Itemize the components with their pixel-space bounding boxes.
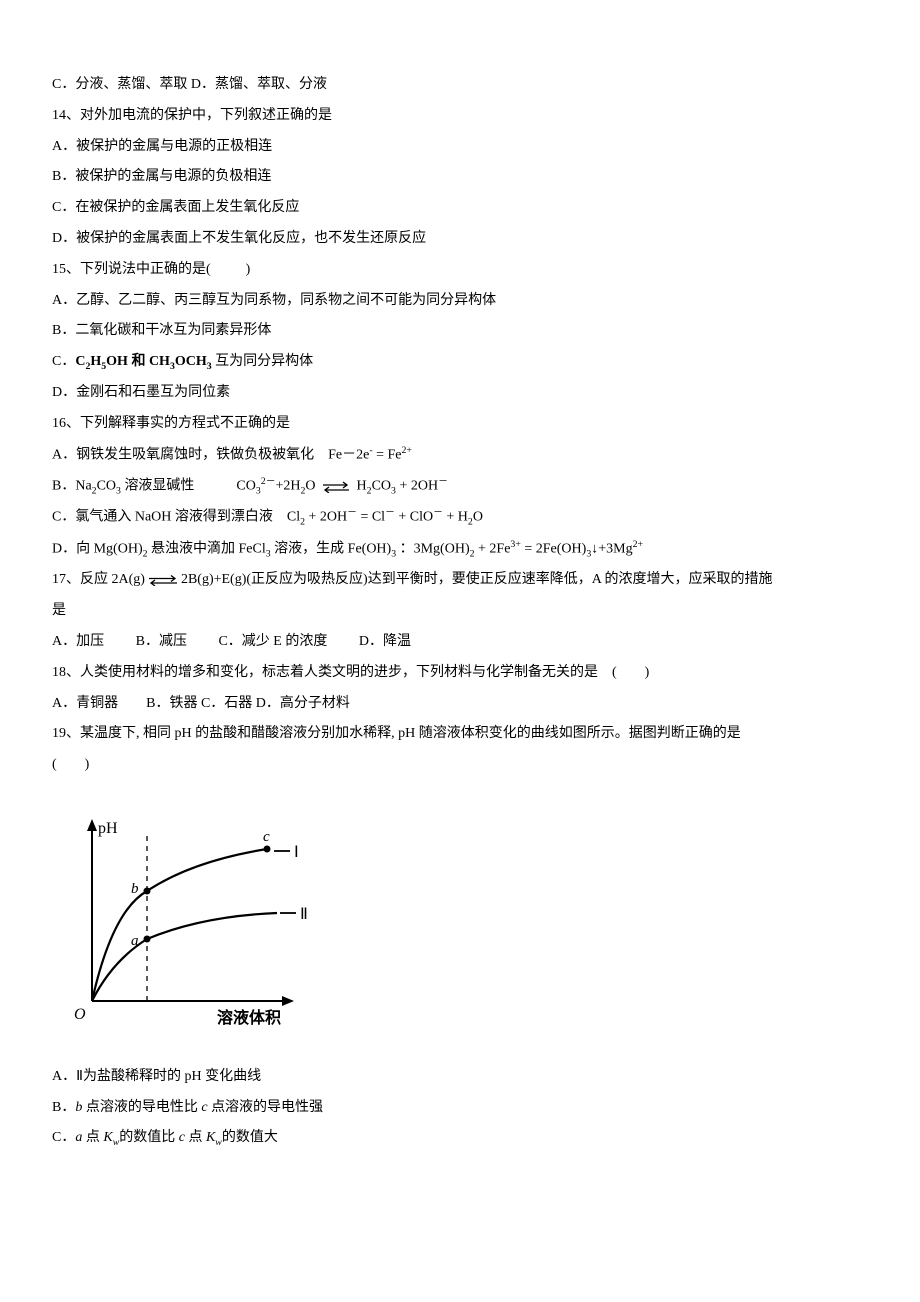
q16-opt-c: C．氯气通入 NaOH 溶液得到漂白液 Cl2 + 2OH－ = Cl－ + C…	[52, 502, 868, 533]
q17-opt-c: C．减少 E 的浓度	[218, 627, 327, 658]
q13-options-cd: C．分液、蒸馏、萃取 D．蒸馏、萃取、分液	[52, 70, 868, 101]
q16d-t5: + 2Fe	[475, 542, 511, 557]
q16c-t6: O	[473, 510, 483, 525]
q14-stem: 14、对外加电流的保护中，下列叙述正确的是	[52, 101, 868, 132]
q19-opt-a: A．Ⅱ为盐酸稀释时的 pH 变化曲线	[52, 1062, 868, 1093]
svg-text:c: c	[263, 829, 270, 845]
q16c-sp2: －	[385, 507, 395, 518]
q16a-s2: 2+	[402, 445, 412, 456]
q16d-sp2: 2+	[633, 539, 643, 550]
q16b-t5: O	[305, 479, 319, 494]
q17-stem-line2: 是	[52, 596, 868, 627]
q15-opt-c: C．C2H5OH 和 CH3OCH3 互为同分异构体	[52, 347, 868, 378]
q17-options: A．加压 B．减压 C．减少 E 的浓度 D．降温	[52, 627, 868, 658]
q19-opt-c: C．a 点 Kw的数值比 c 点 Kw的数值大	[52, 1123, 868, 1154]
q15c-f: C2H5OH 和 CH3OCH3	[75, 354, 211, 369]
q17-opt-a: A．加压	[52, 627, 104, 658]
q16c-t: C．氯气通入 NaOH 溶液得到漂白液 Cl	[52, 510, 300, 525]
q16-opt-d: D．向 Mg(OH)2 悬浊液中滴加 FeCl3 溶液，生成 Fe(OH)3 ：…	[52, 534, 868, 565]
q17-pre: 17、反应 2A(g)	[52, 572, 145, 587]
q16c-sp3: －	[433, 507, 443, 518]
q19-chart: pH O 溶液体积 a b c Ⅰ Ⅱ	[52, 801, 868, 1044]
q15-blank	[214, 262, 242, 277]
svg-text:O: O	[74, 1006, 86, 1023]
reversible-arrow-icon	[321, 481, 351, 493]
q15-opt-d: D．金刚石和石墨互为同位素	[52, 378, 868, 409]
q16d-t2: 悬浊液中滴加 FeCl	[148, 542, 266, 557]
q16c-t3: = Cl	[357, 510, 385, 525]
q16b-t: B．Na	[52, 479, 92, 494]
q16-opt-a: A．钢铁发生吸氧腐蚀时，铁做负极被氧化 Fe－2e- = Fe2+	[52, 440, 868, 471]
q16-stem: 16、下列解释事实的方程式不正确的是	[52, 409, 868, 440]
ph-volume-chart: pH O 溶液体积 a b c Ⅰ Ⅱ	[52, 801, 312, 1031]
equilibrium-arrow-icon	[147, 575, 179, 586]
q18-pre: 18、人类使用材料的增多和变化，标志着人类文明的进步，下列材料与化学制备无关的是…	[52, 665, 617, 680]
q15c-txt: C	[75, 354, 85, 369]
q19c-k2: K	[206, 1130, 215, 1145]
svg-text:Ⅱ: Ⅱ	[300, 906, 308, 923]
q15-stem-pre: 15、下列说法中正确的是(	[52, 262, 211, 277]
q16c-sp1: －	[347, 507, 357, 518]
q16b-t4: +2H	[276, 479, 301, 494]
q19b-pre: B．	[52, 1100, 75, 1115]
q16b-t8: + 2OH	[396, 479, 438, 494]
q16b-t6: H	[353, 479, 367, 494]
q17-mid: 2B(g)+E(g)(正反应为吸热反应)达到平衡时，要使正反应速率降低，A 的浓…	[181, 572, 773, 587]
q15-stem-post: )	[246, 262, 251, 277]
q19c-post: 的数值大	[222, 1130, 278, 1145]
q16d-sp1: 3+	[510, 539, 520, 550]
q16b-sp1: 2－	[261, 476, 276, 487]
q19b-post: 点溶液的导电性强	[208, 1100, 324, 1115]
q16a-pre: A．钢铁发生吸氧腐蚀时，铁做负极被氧化 Fe－2e	[52, 447, 369, 462]
q15c-pre: C．	[52, 354, 75, 369]
q19c-pre: C．	[52, 1130, 75, 1145]
q14-opt-a: A．被保护的金属与电源的正极相连	[52, 132, 868, 163]
q15-stem: 15、下列说法中正确的是( )	[52, 255, 868, 286]
q16d-t3: 溶液，生成 Fe(OH)	[271, 542, 392, 557]
q16-opt-b: B．Na2CO3 溶液显碱性 CO32－+2H2O H2CO3 + 2OH－	[52, 471, 868, 502]
q18-blank	[617, 665, 645, 680]
q19c-m1: 点	[82, 1130, 103, 1145]
q19-paren: ( )	[52, 750, 868, 781]
q16b-t2: CO	[97, 479, 116, 494]
q15c-post: 互为同分异构体	[212, 354, 314, 369]
q16b-s3: 3	[256, 485, 261, 496]
svg-text:Ⅰ: Ⅰ	[294, 844, 299, 861]
q17-opt-d: D．降温	[359, 627, 411, 658]
q16c-t4: + ClO	[395, 510, 433, 525]
q15-opt-a: A．乙醇、乙二醇、丙三醇互为同系物，同系物之间不可能为同分异构体	[52, 286, 868, 317]
q16a-mid: = Fe	[373, 447, 402, 462]
q17-opt-b: B．减压	[136, 627, 187, 658]
q16d-t: D．向 Mg(OH)	[52, 542, 143, 557]
q19c-m2: 的数值比	[119, 1130, 179, 1145]
q19b-mid: 点溶液的导电性比	[82, 1100, 201, 1115]
q14-opt-c: C．在被保护的金属表面上发生氧化反应	[52, 193, 868, 224]
svg-text:b: b	[131, 881, 139, 897]
q16c-t2: + 2OH	[305, 510, 347, 525]
q14-opt-d: D．被保护的金属表面上不发生氧化反应，也不发生还原反应	[52, 224, 868, 255]
q15c-txt3: OH 和 CH	[106, 354, 170, 369]
q18-post: )	[645, 665, 650, 680]
q19-stem: 19、某温度下, 相同 pH 的盐酸和醋酸溶液分别加水稀释, pH 随溶液体积变…	[52, 719, 868, 750]
q14-opt-b: B．被保护的金属与电源的负极相连	[52, 162, 868, 193]
q16d-t7: ↓+3Mg	[591, 542, 632, 557]
q19c-m3: 点	[185, 1130, 206, 1145]
q16b-t7: CO	[372, 479, 391, 494]
q16b-sp2: －	[438, 476, 448, 487]
q18-options: A．青铜器 B．铁器 C．石器 D．高分子材料	[52, 689, 868, 720]
svg-text:pH: pH	[98, 820, 118, 837]
q16d-t6: = 2Fe(OH)	[521, 542, 586, 557]
q15c-txt2: H	[90, 354, 101, 369]
svg-text:溶液体积: 溶液体积	[217, 1008, 281, 1027]
q16d-t4: ：3Mg(OH)	[396, 542, 470, 557]
q17-stem-line1: 17、反应 2A(g) 2B(g)+E(g)(正反应为吸热反应)达到平衡时，要使正…	[52, 565, 868, 596]
q16c-t5: + H	[443, 510, 468, 525]
q19c-k1: K	[103, 1130, 112, 1145]
q15c-txt4: OCH	[175, 354, 207, 369]
q19-opt-b: B．b 点溶液的导电性比 c 点溶液的导电性强	[52, 1093, 868, 1124]
svg-text:a: a	[131, 933, 139, 949]
q16b-t3: 溶液显碱性 CO	[121, 479, 256, 494]
q15-opt-b: B．二氧化碳和干冰互为同素异形体	[52, 316, 868, 347]
q18-stem: 18、人类使用材料的增多和变化，标志着人类文明的进步，下列材料与化学制备无关的是…	[52, 658, 868, 689]
